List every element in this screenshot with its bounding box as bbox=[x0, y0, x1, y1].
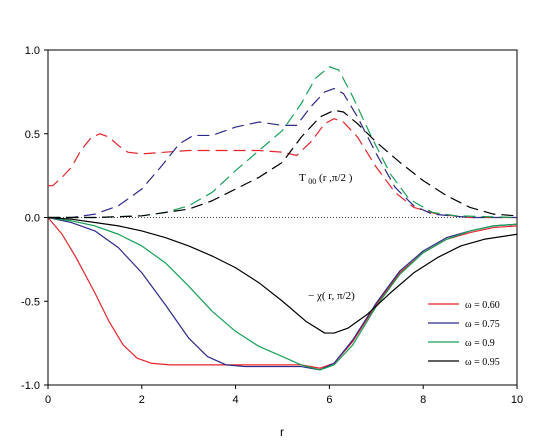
t00-line-series-2 bbox=[48, 87, 517, 219]
x-tick-label: 2 bbox=[139, 394, 145, 406]
chi-annotation: − χ( r, π/2) bbox=[308, 290, 355, 302]
x-tick-label: 8 bbox=[420, 394, 426, 406]
y-tick-label: 1.0 bbox=[25, 45, 40, 57]
legend-label-4: ω = 0.95 bbox=[465, 357, 500, 368]
y-tick-label: 0.5 bbox=[25, 129, 40, 141]
t00-line-series-4 bbox=[48, 109, 518, 219]
legend-label-2: ω = 0.75 bbox=[465, 319, 500, 330]
x-tick-label: 6 bbox=[326, 394, 332, 406]
legend-label-3: ω = 0.9 bbox=[465, 338, 495, 349]
y-tick-label: 0.0 bbox=[25, 213, 40, 225]
t00-subscript: 00 bbox=[308, 177, 316, 186]
y-tick-label: -1.0 bbox=[21, 380, 40, 392]
legend: ω = 0.60 ω = 0.75 ω = 0.9 ω = 0.95 bbox=[428, 300, 500, 368]
x-tick-label: 10 bbox=[511, 394, 523, 406]
chi-line-series-2 bbox=[47, 216, 518, 371]
t00-arguments: (r ,π/2 ) bbox=[319, 172, 353, 184]
x-axis-title: r bbox=[280, 425, 284, 439]
x-tick-label: 4 bbox=[233, 394, 239, 406]
legend-label-1: ω = 0.60 bbox=[465, 300, 500, 311]
t00-annotation: T 00 (r ,π/2 ) bbox=[299, 172, 353, 187]
x-tick-label: 0 bbox=[45, 394, 51, 406]
t00-line-series-1 bbox=[48, 118, 517, 219]
y-tick-label: -0.5 bbox=[21, 296, 40, 308]
t00-symbol: T bbox=[299, 172, 306, 184]
chi-line-series-1 bbox=[47, 217, 518, 369]
chi-line-series-3 bbox=[47, 216, 518, 371]
chi-line-series-4 bbox=[47, 216, 518, 334]
series-lines bbox=[47, 66, 518, 371]
t00-line-series-3 bbox=[48, 66, 518, 219]
axis-ticks: 0 2 4 6 8 10 1.0 0.5 0.0 -0.5 -1.0 bbox=[21, 45, 523, 406]
